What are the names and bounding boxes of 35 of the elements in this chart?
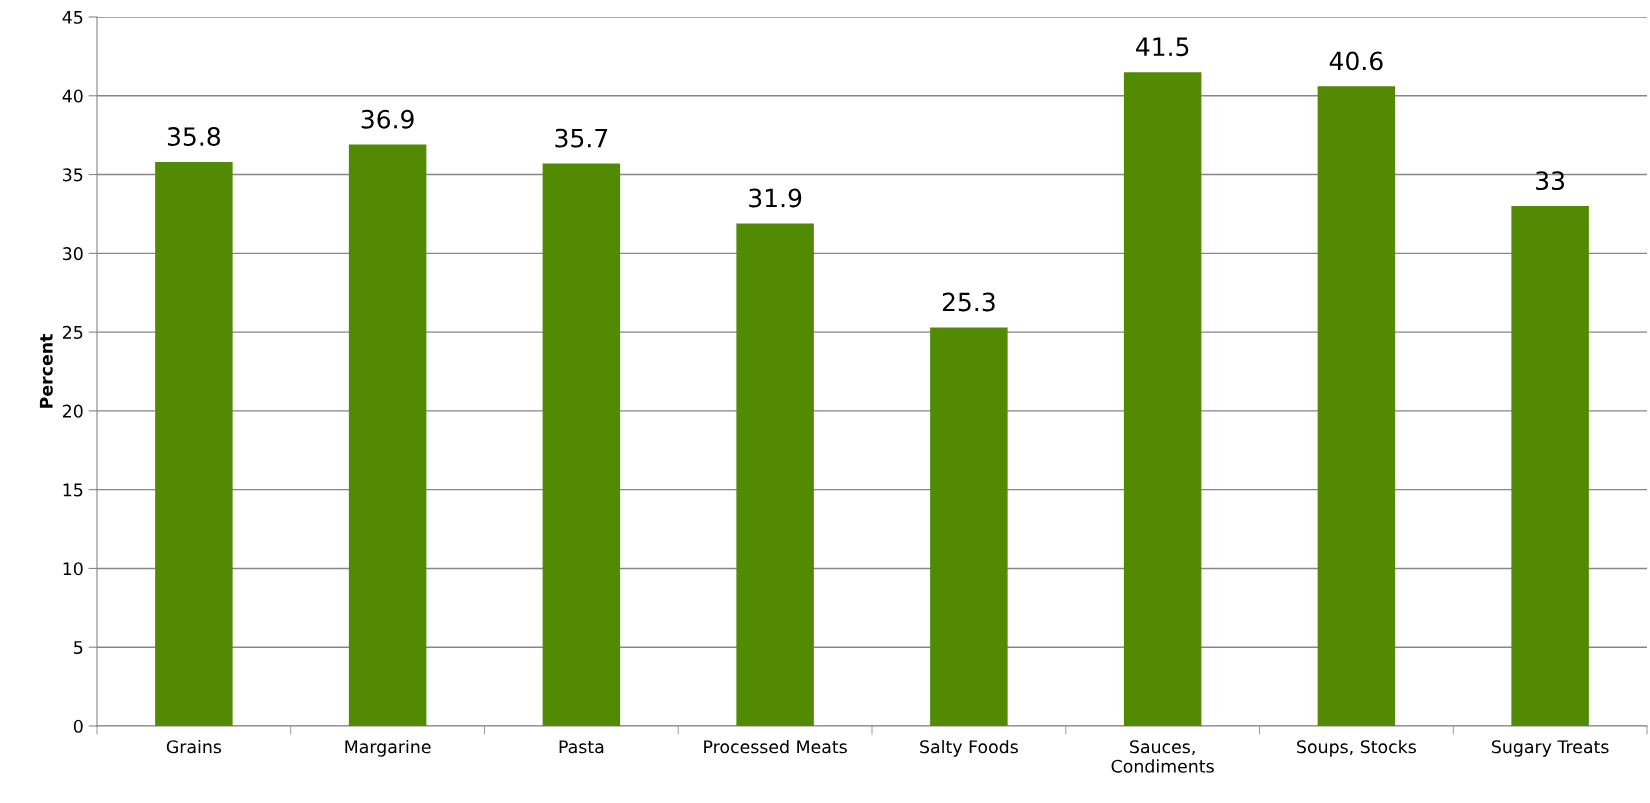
data-label: 33 <box>1536 171 1565 191</box>
y-tick-label: 15 <box>63 483 83 497</box>
y-axis-title: Percent <box>39 334 53 408</box>
bar <box>1317 86 1396 726</box>
y-tick-label: 0 <box>73 719 83 733</box>
bar <box>1511 206 1589 726</box>
bar <box>542 163 621 726</box>
data-label: 41.5 <box>1136 37 1189 57</box>
y-tick-label: 5 <box>74 641 83 655</box>
data-label: 35.8 <box>167 127 220 146</box>
data-label: 35.7 <box>555 128 608 148</box>
x-tick-label: Pasta <box>559 740 604 754</box>
bar <box>736 223 814 726</box>
y-tick-label: 45 <box>62 10 83 24</box>
y-tick-label: 10 <box>63 562 83 576</box>
data-label: 40.6 <box>1329 51 1383 71</box>
bar <box>155 161 233 726</box>
bar <box>1123 72 1202 726</box>
data-label: 31.9 <box>749 188 802 208</box>
x-tick-label: Margarine <box>345 739 431 757</box>
y-tick-label: 35 <box>63 168 83 182</box>
bar <box>930 327 1008 726</box>
x-tick-label: Sugary Treats <box>1491 740 1609 757</box>
x-tick-label: Processed Meats <box>704 739 847 754</box>
x-tick-label: Grains <box>166 739 222 754</box>
y-tick-label: 25 <box>62 325 83 339</box>
y-tick-label: 20 <box>62 404 83 418</box>
bar <box>348 144 427 726</box>
x-tick-label: Sauces, Condiments <box>1111 740 1214 773</box>
y-tick-label: 40 <box>62 89 83 103</box>
data-label: 36.9 <box>361 109 414 129</box>
y-tick-label: 30 <box>63 247 83 261</box>
x-tick-label: Soups, Stocks <box>1297 739 1416 757</box>
data-label: 25.3 <box>942 292 995 312</box>
x-tick-label: Salty Foods <box>920 739 1018 757</box>
